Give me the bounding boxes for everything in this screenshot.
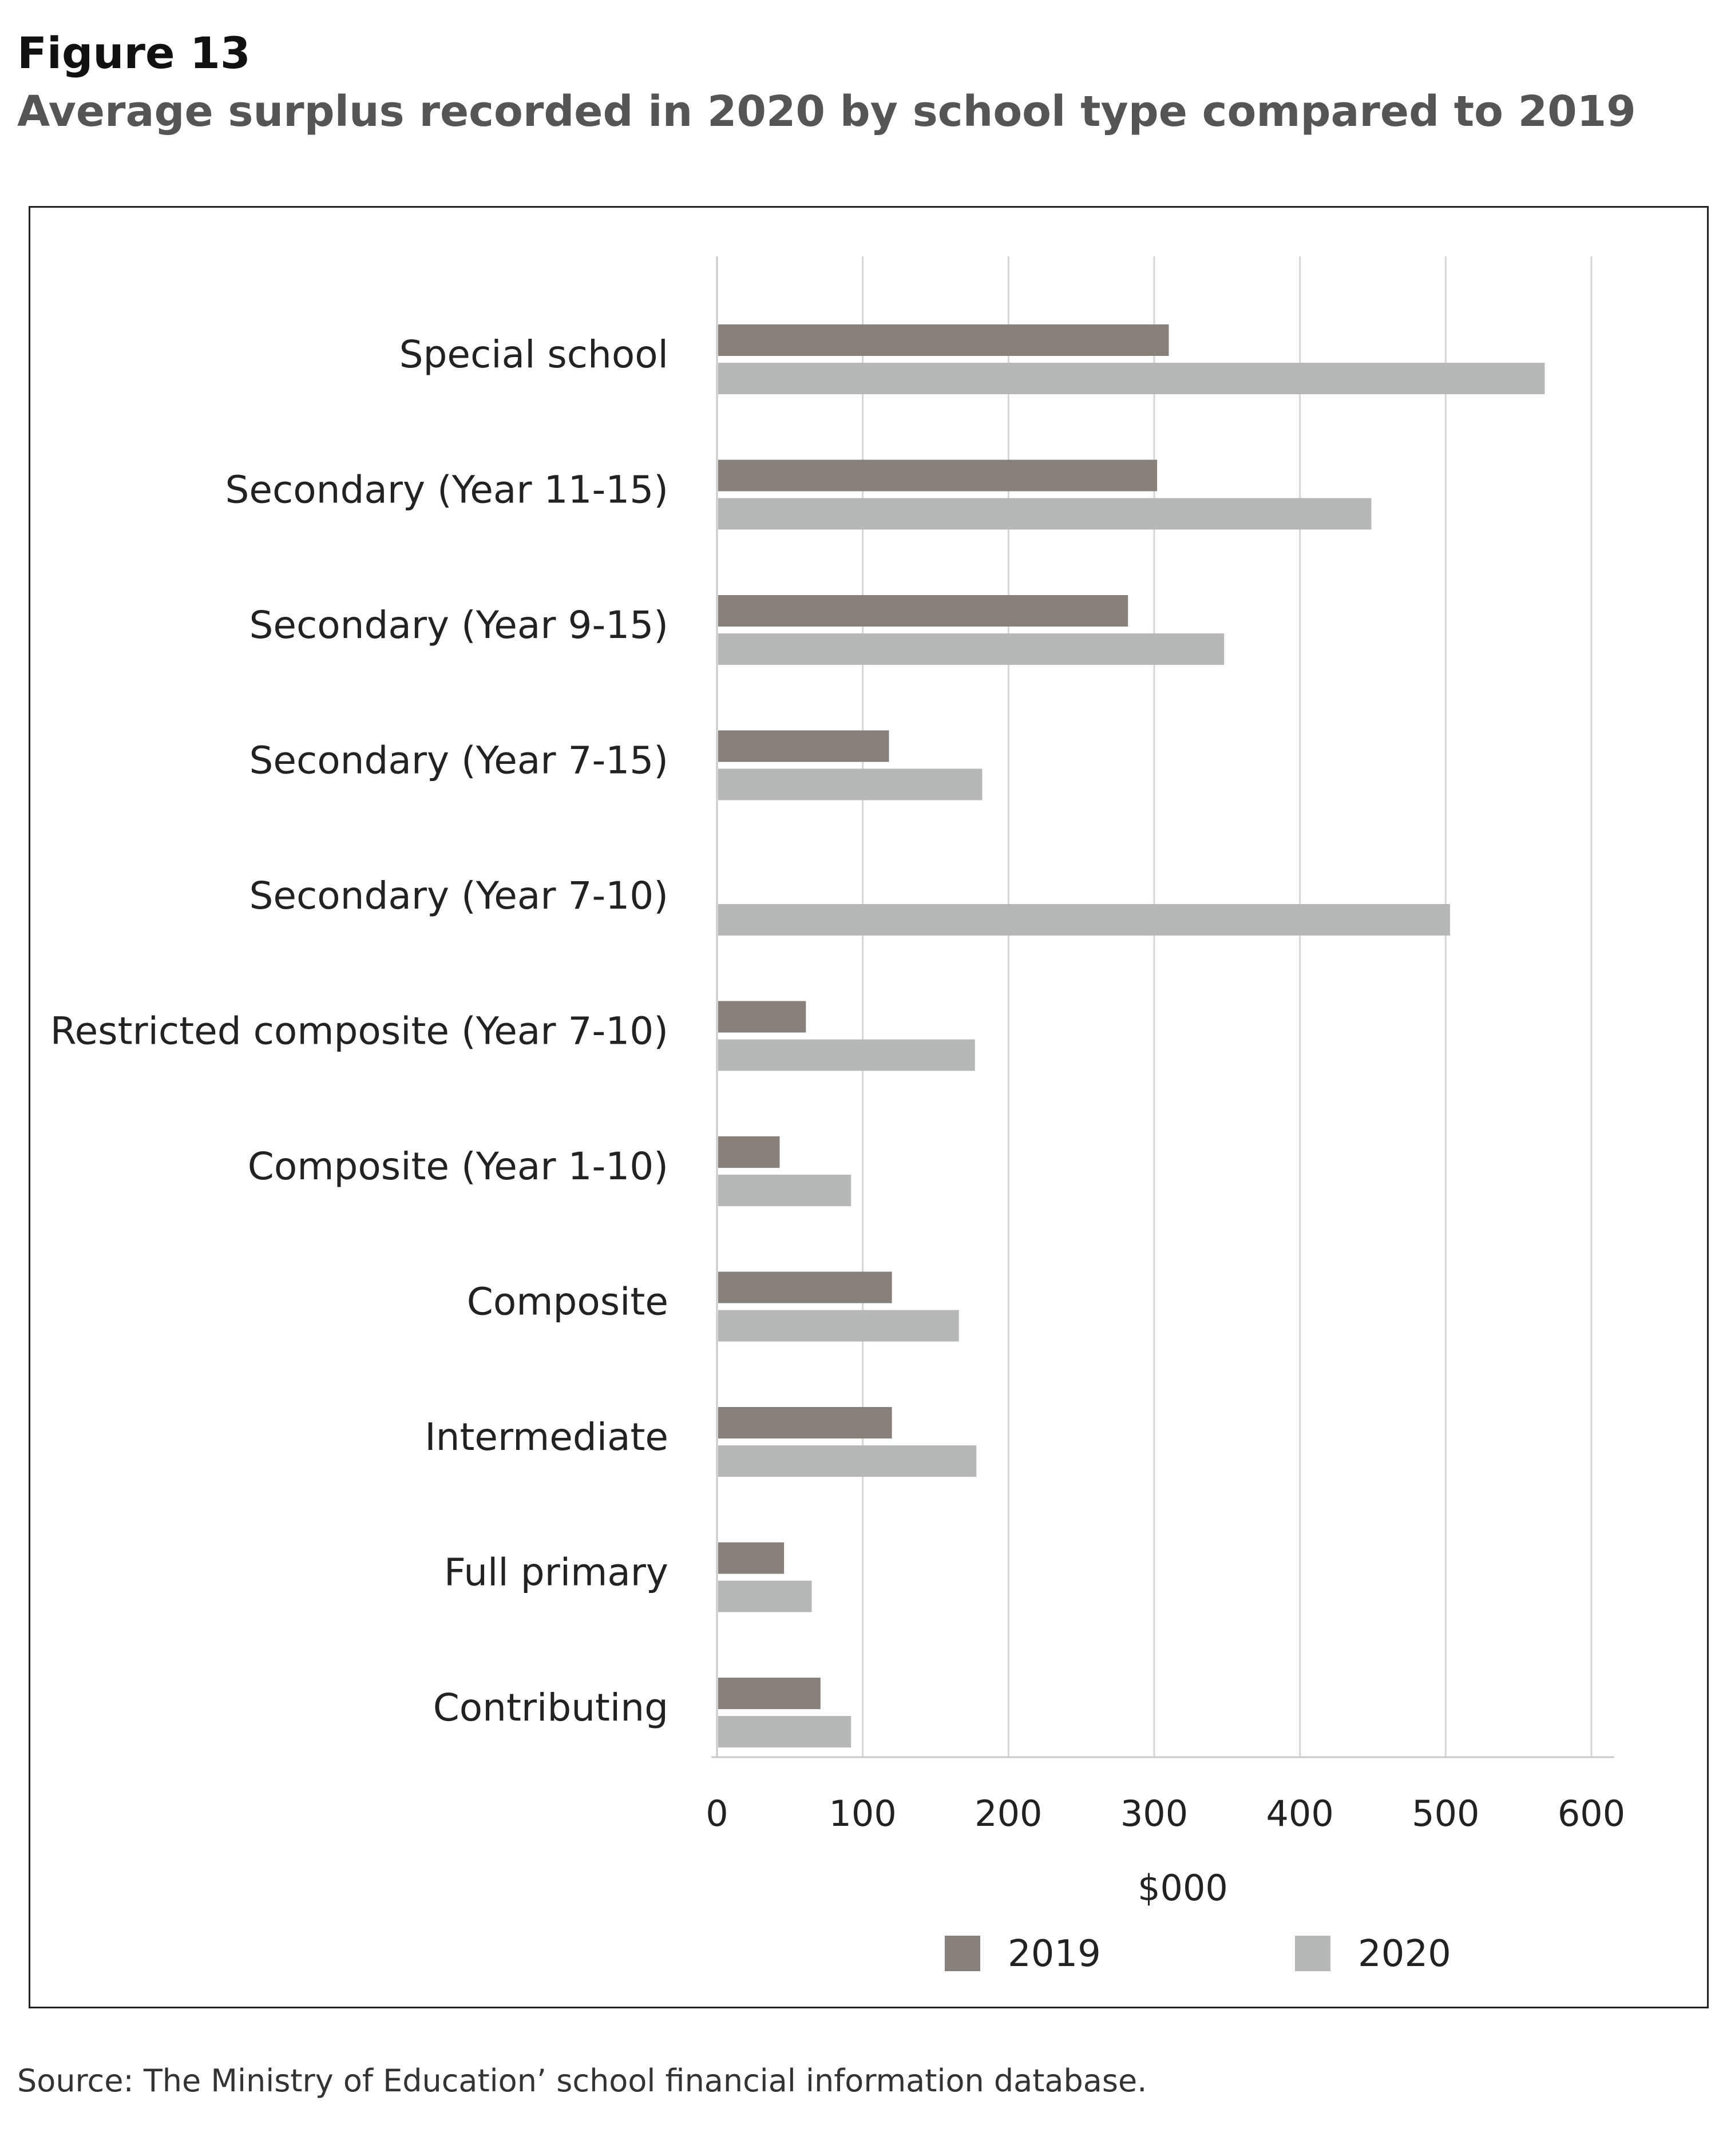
- category-label: Composite: [467, 1280, 668, 1324]
- bar-2019: [718, 1407, 892, 1438]
- category-label: Secondary (Year 9-15): [249, 603, 668, 647]
- bar-2020: [718, 633, 1225, 665]
- bar-2020: [718, 1039, 975, 1071]
- bar-chart: 0 100 200 300 400 500 600 $000 Special school Sec…: [50, 256, 1625, 1975]
- x-tick-label: 600: [1558, 1793, 1625, 1834]
- bar-2020: [718, 1580, 812, 1612]
- category-label: Full primary: [444, 1551, 668, 1595]
- x-tick-label: 500: [1412, 1793, 1479, 1834]
- legend-swatch-2019: [945, 1936, 980, 1971]
- category-label: Composite (Year 1-10): [248, 1144, 668, 1188]
- category-label: Intermediate: [425, 1415, 668, 1459]
- category-label: Special school: [399, 332, 668, 376]
- legend-label-2019: 2019: [1008, 1933, 1101, 1975]
- bar-2019: [718, 324, 1169, 356]
- category-label: Secondary (Year 11-15): [225, 468, 668, 512]
- x-tick-label: 300: [1120, 1793, 1188, 1834]
- x-axis-title: $000: [1138, 1867, 1228, 1909]
- bar-2020: [718, 363, 1545, 394]
- bar-2020: [718, 498, 1372, 530]
- bar-2019: [718, 1136, 780, 1168]
- bar-2019: [718, 1271, 892, 1303]
- bar-2019: [718, 459, 1158, 492]
- bar-2020: [718, 904, 1450, 936]
- x-tick-label: 100: [829, 1793, 896, 1834]
- bar-2019: [718, 1542, 785, 1574]
- category-label: Secondary (Year 7-10): [249, 874, 668, 918]
- bar-2019: [718, 1678, 821, 1709]
- bar-2019: [718, 730, 889, 762]
- category-label: Secondary (Year 7-15): [249, 739, 668, 783]
- chart-frame: 0 100 200 300 400 500 600 $000 Special school Sec…: [29, 206, 1709, 2008]
- x-tick-label: 0: [706, 1793, 728, 1834]
- bar-2020: [718, 1716, 851, 1747]
- x-tick-label: 400: [1266, 1793, 1333, 1834]
- bar-2019: [718, 1001, 806, 1033]
- bar-2020: [718, 1175, 851, 1206]
- legend-label-2020: 2020: [1358, 1933, 1451, 1975]
- bar-2019: [718, 595, 1128, 627]
- category-label: Restricted composite (Year 7-10): [50, 1009, 668, 1053]
- x-tick-label: 200: [975, 1793, 1042, 1834]
- source-note: Source: The Ministry of Education’ schoo…: [17, 2063, 1147, 2099]
- figure-number: Figure 13: [17, 27, 251, 78]
- category-label: Contributing: [433, 1686, 668, 1730]
- bar-2020: [718, 1310, 959, 1342]
- legend-swatch-2020: [1295, 1936, 1330, 1971]
- figure-title: Average surplus recorded in 2020 by scho…: [17, 87, 1636, 136]
- bar-2020: [718, 768, 983, 800]
- bar-2020: [718, 1445, 977, 1477]
